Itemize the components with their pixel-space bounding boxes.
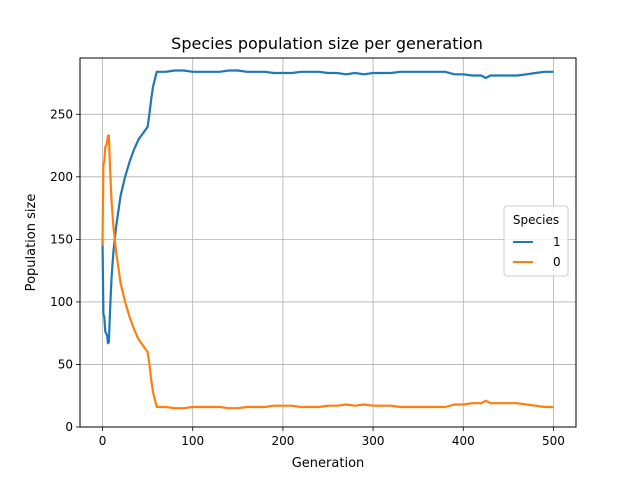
x-tick-label: 400 [452,434,475,448]
series-line-species-0 [101,134,554,410]
x-tick-label: 0 [99,434,107,448]
x-tick-label: 200 [271,434,294,448]
series-layer [101,69,554,410]
y-tick-label: 200 [50,170,73,184]
x-tick-label: 100 [181,434,204,448]
x-tick-label: 300 [362,434,385,448]
y-tick-label: 100 [50,295,73,309]
legend-title: Species [513,213,559,227]
y-tick-label: 0 [65,420,73,434]
y-tick-label: 150 [50,232,73,246]
grid [80,58,576,428]
y-axis-label: Population size [24,194,39,292]
y-tick-label: 250 [50,107,73,121]
y-tick-label: 50 [58,357,73,371]
legend-box [503,205,569,277]
legend-label-species-1: 1 [553,235,561,249]
legend: Species 1 0 [503,205,569,277]
x-axis-label: Generation [292,456,365,471]
chart-title: Species population size per generation [171,34,483,53]
axis-ticks: 0 100 200 300 400 500 0 50 100 150 200 250 [50,107,565,448]
legend-label-species-0: 0 [553,255,561,269]
x-tick-label: 500 [542,434,565,448]
plot-area-frame [79,57,577,428]
